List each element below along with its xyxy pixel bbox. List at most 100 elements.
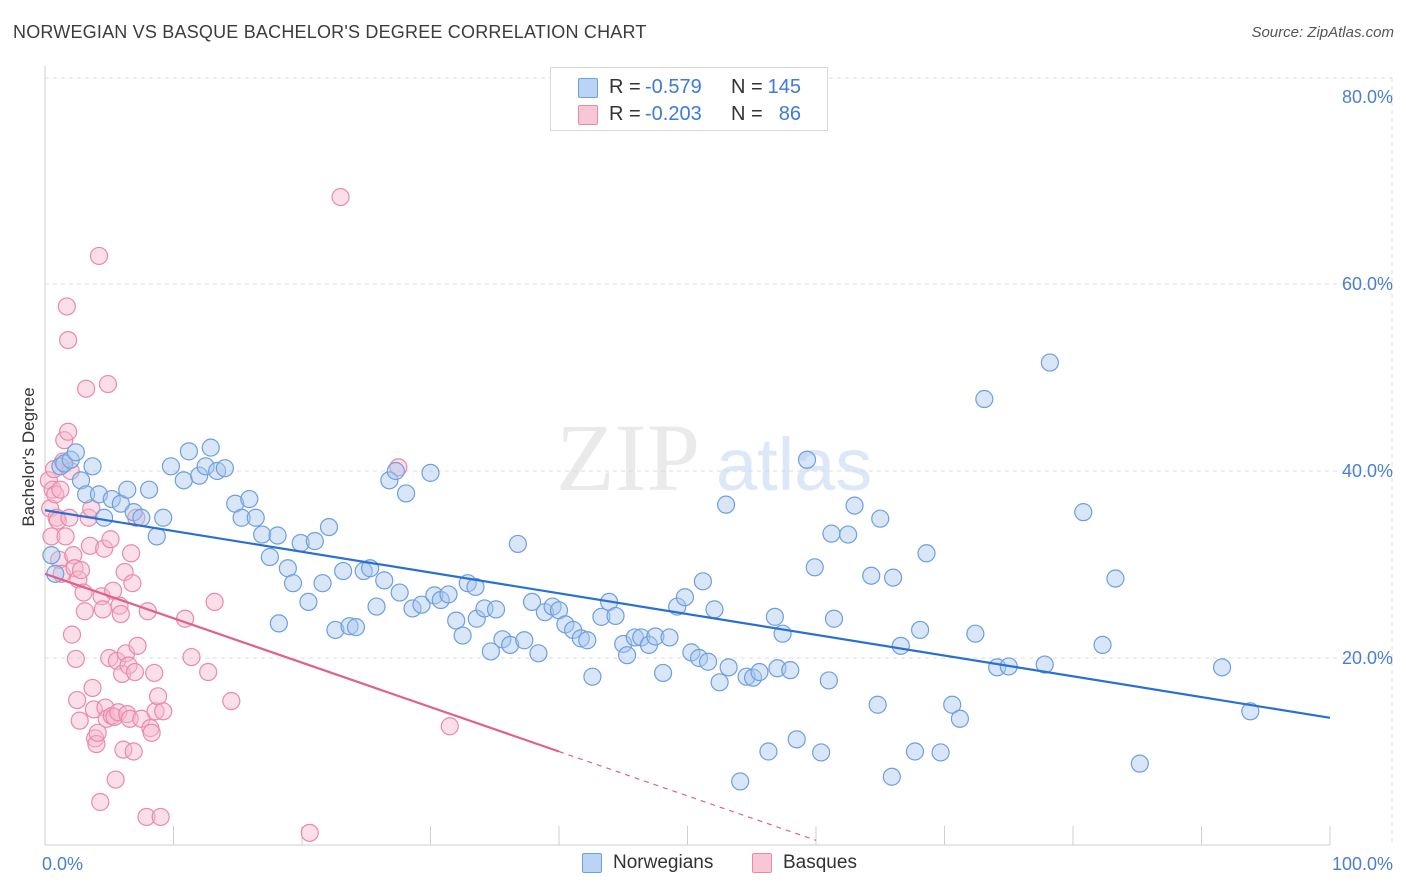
basques-point [75, 602, 94, 621]
basques-point [111, 604, 130, 624]
basques-point [119, 656, 138, 675]
norwegians-point [975, 389, 994, 409]
norwegians-point [719, 658, 738, 677]
norwegians-point [653, 663, 673, 683]
norwegians-point [871, 509, 890, 528]
norwegians-point [592, 607, 611, 626]
norwegians-point [421, 463, 440, 482]
basques-point [101, 530, 120, 549]
legend-n-value: 145 [767, 76, 801, 98]
norwegians-point [380, 471, 399, 490]
basques-point [91, 792, 110, 812]
norwegians-point [346, 618, 366, 637]
norwegians-point [529, 644, 548, 663]
basques-point [62, 625, 82, 644]
basques-point [151, 807, 170, 827]
norwegians-point [439, 585, 458, 604]
norwegians-point [891, 636, 910, 655]
norwegians-point [453, 626, 472, 645]
basques-point [142, 723, 161, 742]
basques-point [145, 663, 164, 683]
y-tick-label: 80.0% [1342, 87, 1393, 107]
norwegians-point [190, 466, 209, 485]
norwegians-point [466, 577, 485, 597]
norwegians-point [118, 480, 137, 499]
legend-swatch-norwegians [578, 78, 598, 98]
basques-swatch [752, 853, 772, 873]
norwegians-point [805, 558, 824, 577]
basques-point [59, 331, 78, 350]
norwegians-point [750, 662, 769, 682]
norwegians-point [269, 614, 288, 633]
basques-point [205, 592, 224, 612]
norwegians-point [905, 742, 925, 761]
basques-point [66, 649, 85, 669]
chart-title: NORWEGIAN VS BASQUE BACHELOR'S DEGREE CO… [13, 22, 647, 42]
basques-point [42, 527, 61, 546]
basques-point [68, 690, 87, 710]
norwegians-point [931, 743, 950, 762]
norwegians-point [246, 508, 265, 527]
norwegians-label: Norwegians [613, 852, 714, 873]
norwegians-point [812, 743, 831, 762]
norwegians-point [305, 532, 324, 551]
legend-n-label: N = [731, 103, 763, 125]
norwegians-point [42, 546, 61, 565]
norwegians-point [689, 648, 709, 668]
norwegians-point [240, 489, 259, 509]
basques-point [125, 662, 145, 682]
norwegians-point [1035, 655, 1054, 674]
legend-r-label: R = [609, 103, 641, 125]
source-credit: Source: ZipAtlas.com [1251, 24, 1394, 41]
tick-labels: 20.0% 40.0% 60.0% 80.0% 0.0% 100.0% [42, 87, 1393, 874]
basques-point [93, 600, 112, 619]
norwegians-point [340, 617, 359, 636]
legend-r-label: R = [609, 76, 641, 98]
basques-label: Basques [783, 852, 857, 873]
basques-point [123, 574, 142, 593]
basques-point [300, 823, 319, 842]
norwegians-trend-line [44, 509, 1331, 719]
norwegians-point [515, 631, 534, 650]
norwegians-point [196, 457, 215, 476]
basques-point [124, 742, 143, 761]
basques-point [89, 246, 109, 266]
norwegians-point [759, 742, 778, 761]
norwegians-point [486, 600, 506, 619]
basques-point [440, 717, 459, 736]
norwegians-point [77, 485, 96, 504]
legend-r-value: -0.579 [645, 76, 702, 98]
norwegians-point [396, 484, 416, 503]
norwegians-point [268, 526, 287, 545]
norwegians-point [1241, 702, 1260, 721]
norwegians-point [716, 495, 736, 514]
norwegians-point [571, 629, 590, 648]
norwegians-point [83, 457, 102, 476]
basques-point [222, 691, 241, 711]
norwegians-point [868, 695, 887, 714]
basques-point [331, 187, 350, 207]
norwegians-point [824, 609, 844, 628]
norwegians-point [822, 524, 841, 543]
norwegians-point [660, 628, 679, 647]
basques-point [55, 431, 74, 450]
norwegians-point [174, 471, 193, 490]
basques-point [57, 297, 76, 316]
norwegians-point [313, 574, 332, 593]
norwegians-point [501, 635, 520, 655]
norwegians-point [950, 709, 970, 728]
norwegians-point [1040, 353, 1059, 372]
norwegians-point [334, 561, 353, 581]
norwegians-point [161, 457, 181, 476]
norwegians-point [1212, 658, 1232, 677]
norwegians-point [367, 597, 386, 616]
basques-point [154, 702, 173, 721]
y-tick-label: 40.0% [1342, 461, 1393, 481]
norwegians-point [882, 767, 901, 786]
basques-point [80, 536, 100, 555]
norwegians-point [845, 496, 864, 515]
norwegians-point [467, 609, 486, 628]
norwegians-point [698, 652, 718, 671]
basques-point [64, 546, 83, 565]
